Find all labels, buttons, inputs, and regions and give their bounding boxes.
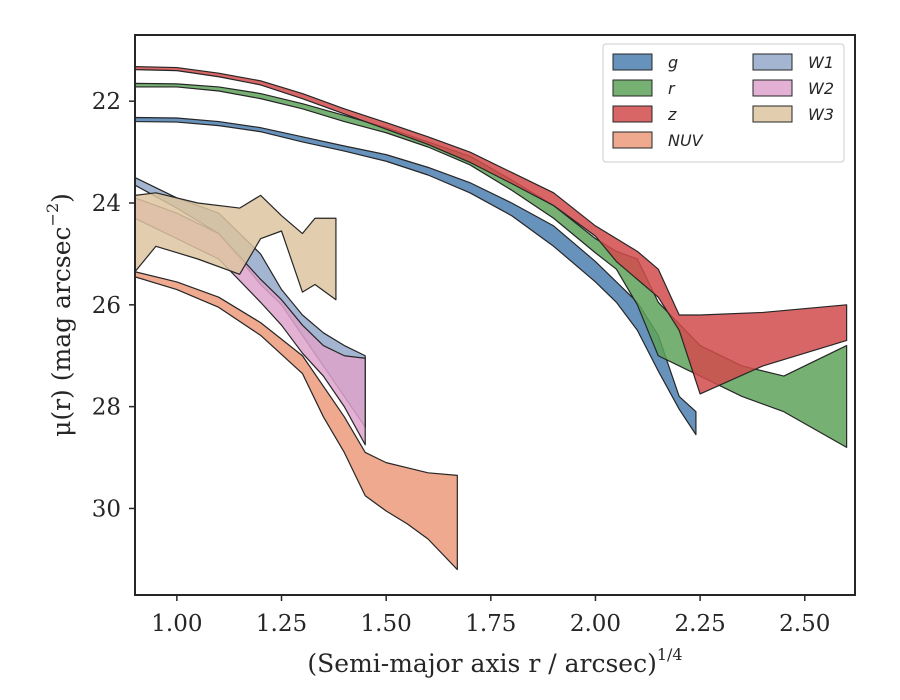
legend-label-nuv: NUV — [668, 131, 704, 150]
band-layer — [135, 65, 848, 571]
y-axis: 22 24 26 28 30 — [92, 89, 135, 522]
y-tick-label: 30 — [92, 496, 121, 522]
x-tick-label: 1.75 — [465, 611, 516, 637]
x-tick-label: 2.25 — [675, 611, 726, 637]
legend-swatch-r — [612, 79, 653, 97]
y-axis-label: μ(r) (mag arcsec−2) — [43, 193, 76, 437]
legend-label-r: r — [668, 79, 676, 98]
legend-label-w2: W2 — [808, 79, 834, 98]
x-tick-label: 1.50 — [361, 611, 412, 637]
legend-swatch-w3 — [752, 105, 793, 123]
y-tick-label: 28 — [92, 395, 121, 421]
y-tick-label: 24 — [92, 191, 121, 217]
legend-swatch-nuv — [612, 131, 653, 149]
legend-label-w1: W1 — [808, 53, 834, 72]
band-z — [135, 65, 848, 395]
plot-frame — [134, 34, 856, 596]
x-tick-label: 2.00 — [570, 611, 621, 637]
x-tick-label: 1.00 — [151, 611, 202, 637]
x-axis-label: (Semi-major axis r / arcsec)1/4 — [307, 645, 682, 678]
legend: grz NUV W1 W2 W3 — [602, 43, 845, 163]
band-nuv — [135, 271, 458, 571]
legend-swatch-z — [612, 105, 653, 123]
legend-box — [602, 43, 845, 163]
legend-label-z: z — [667, 105, 677, 124]
legend-label-w3: W3 — [808, 105, 834, 124]
legend-swatch-w2 — [752, 79, 793, 97]
legend-swatch-w1 — [752, 53, 793, 71]
x-tick-label: 1.25 — [256, 611, 307, 637]
legend-swatch-g — [612, 53, 653, 71]
band-w3 — [135, 192, 337, 301]
y-tick-label: 26 — [92, 293, 121, 319]
x-tick-label: 2.50 — [779, 611, 830, 637]
y-tick-label: 22 — [92, 89, 121, 115]
band-g — [135, 116, 697, 436]
x-axis: 1.00 1.25 1.50 1.75 2.00 2.25 2.50 — [151, 595, 830, 637]
legend-label-g: g — [668, 53, 678, 72]
